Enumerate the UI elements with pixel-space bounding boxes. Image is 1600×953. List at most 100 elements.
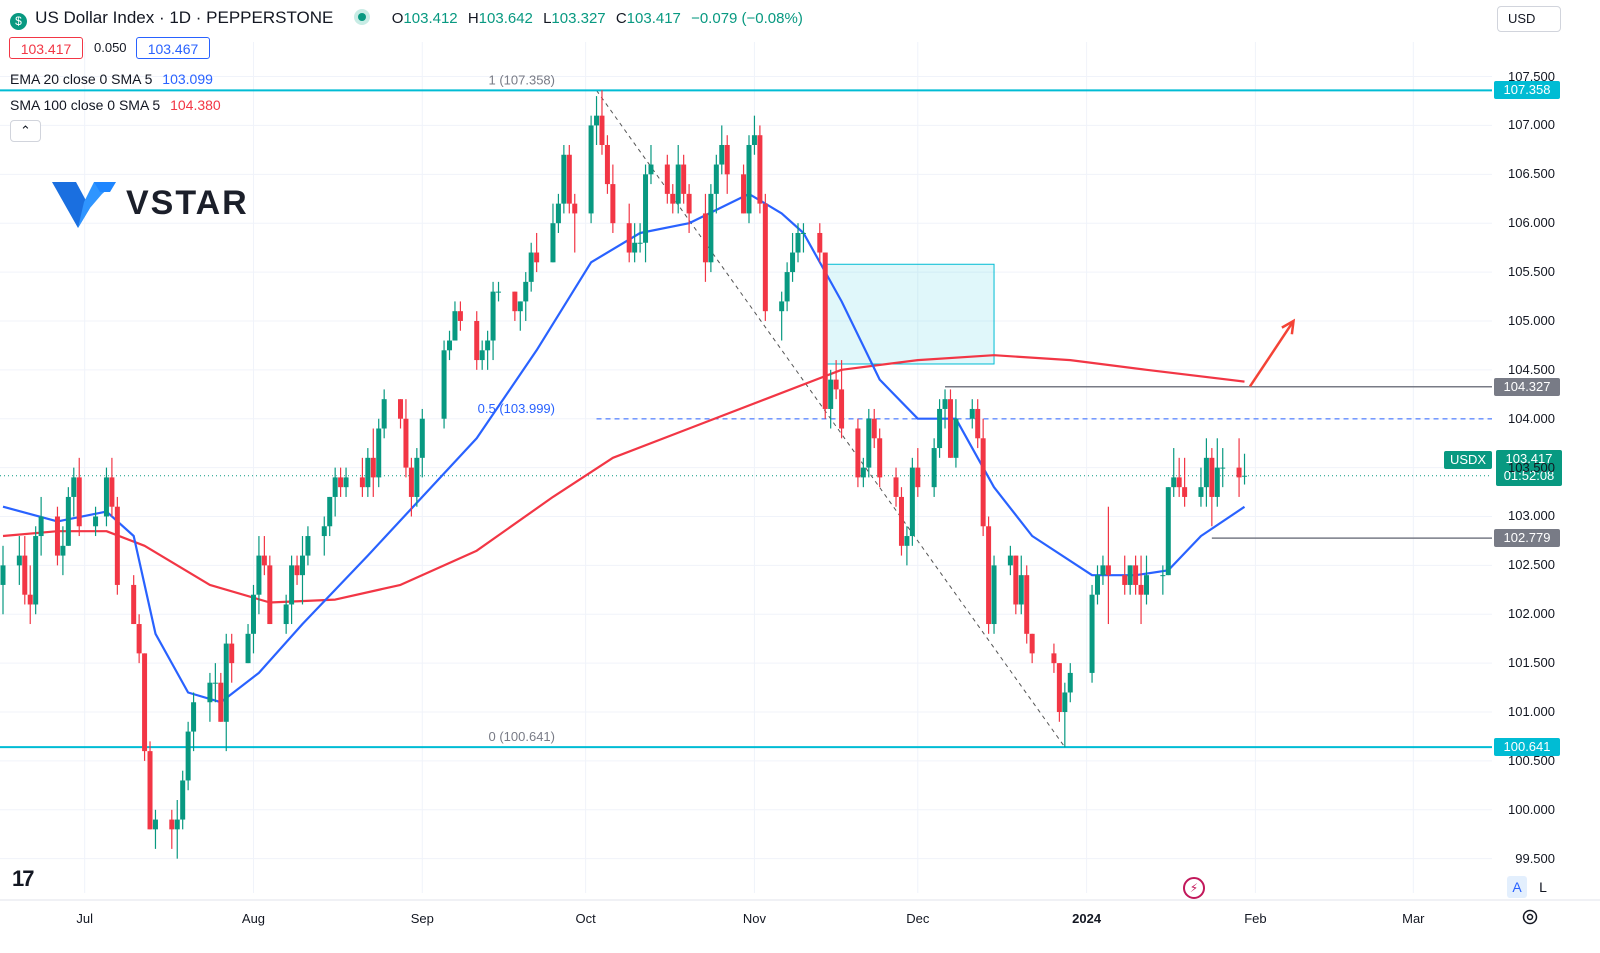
low-label: L: [543, 10, 552, 27]
high-value: 103.642: [478, 10, 533, 27]
price-axis-label: 102.000: [1508, 606, 1555, 622]
candle-body: [757, 135, 763, 204]
candle-body: [185, 731, 191, 781]
candle-body: [147, 751, 153, 830]
candle-body: [452, 311, 458, 341]
candle-body: [833, 379, 839, 390]
tradingview-logo: 17: [12, 866, 35, 891]
candle-body: [817, 232, 823, 253]
price-axis-label: 102.500: [1508, 557, 1555, 573]
candle-body: [485, 340, 491, 351]
candle-body: [65, 496, 71, 546]
low-value: 103.327: [551, 10, 606, 27]
close-label: C: [615, 10, 627, 27]
candle-body: [479, 350, 485, 361]
price-axis-label: 107.000: [1508, 117, 1555, 133]
candle-body: [54, 516, 60, 556]
time-axis-label: Mar: [1402, 911, 1425, 926]
candle-body: [474, 320, 480, 361]
auto-scale-button[interactable]: A: [1507, 876, 1527, 898]
candle-body: [604, 144, 610, 185]
candle-body: [1133, 565, 1139, 585]
time-axis-label: Jul: [76, 911, 93, 926]
time-axis-label: 2024: [1072, 911, 1102, 926]
candle-body: [643, 174, 649, 243]
candle-body: [207, 682, 213, 703]
candle-body: [414, 457, 420, 497]
candle-body: [893, 477, 899, 497]
sma-indicator-row[interactable]: SMA 100 close 0 SMA 5 104.380: [10, 97, 221, 113]
fib-label: 1 (107.358): [489, 72, 556, 87]
price-axis-label: 105.000: [1508, 312, 1555, 328]
settings-gear-icon[interactable]: [1520, 907, 1540, 927]
current-price-value: 103.417: [1505, 451, 1553, 466]
candle-body: [751, 135, 757, 145]
time-axis-label: Aug: [241, 911, 266, 926]
price-axis-label: 103.500: [1508, 459, 1555, 475]
price-level-tag: 102.779: [1494, 529, 1560, 548]
candle-body: [294, 565, 300, 576]
candle-body: [980, 438, 986, 527]
price-axis-label: 99.500: [1515, 850, 1555, 866]
price-axis-label: 106.500: [1508, 166, 1555, 182]
candle-body: [169, 819, 175, 830]
candle-body: [795, 232, 801, 253]
price-axis-label: 105.500: [1508, 264, 1555, 280]
candle-body: [496, 291, 502, 293]
candle-body: [250, 594, 256, 634]
candle-body: [38, 516, 44, 537]
candle-body: [370, 457, 376, 478]
candle-body: [174, 819, 180, 830]
candle-body: [588, 125, 594, 214]
candle-body: [550, 223, 556, 263]
candle-body: [719, 144, 725, 165]
flash-icon[interactable]: ⚡: [1183, 877, 1205, 899]
candle-body: [512, 291, 518, 312]
symbol-title[interactable]: US Dollar Index · 1D · PEPPERSTONE: [35, 8, 334, 27]
currency-icon: $: [10, 13, 27, 30]
candle-body: [877, 438, 883, 478]
candle-body: [561, 154, 567, 204]
candle-body: [534, 252, 540, 263]
current-symbol-tag: USDX: [1444, 451, 1492, 469]
candle-body: [0, 565, 6, 585]
candle-body: [953, 418, 959, 458]
arrow-head: [1281, 318, 1296, 335]
candle-body: [365, 457, 371, 488]
candle-body: [681, 164, 687, 194]
candle-body: [441, 350, 447, 419]
candle-body: [381, 399, 387, 429]
candle-body: [1013, 555, 1019, 605]
bullish-arrow: [1248, 320, 1295, 388]
candle-body: [610, 184, 616, 224]
candle-body: [828, 379, 834, 409]
currency-selector[interactable]: USD: [1497, 6, 1561, 32]
collapse-indicators-button[interactable]: ⌃: [10, 120, 41, 142]
candle-body: [1138, 584, 1144, 595]
price-level-tag: 107.358: [1494, 81, 1560, 100]
ema-indicator-row[interactable]: EMA 20 close 0 SMA 5 103.099: [10, 71, 213, 87]
candle-body: [419, 418, 425, 458]
candle-body: [746, 144, 752, 214]
candle-body: [60, 545, 66, 556]
candle-body: [1198, 487, 1204, 497]
sell-price-button[interactable]: 103.417: [9, 37, 83, 59]
candle-body: [517, 301, 523, 312]
candle-body: [1051, 653, 1057, 664]
candle-body: [724, 144, 730, 175]
candle-body: [398, 399, 404, 419]
candle-body: [131, 584, 137, 625]
current-price-tag: 103.417 01:52:08: [1496, 450, 1562, 486]
log-scale-button[interactable]: L: [1539, 879, 1547, 895]
candle-body: [800, 232, 806, 234]
candle-body: [332, 477, 338, 497]
candle-body: [1024, 575, 1030, 634]
price-axis-label: 106.000: [1508, 215, 1555, 231]
candle-body: [1056, 663, 1062, 713]
time-axis-label: Sep: [410, 911, 434, 926]
candle-body: [1236, 467, 1242, 478]
buy-price-button[interactable]: 103.467: [136, 37, 210, 59]
candle-body: [1018, 575, 1024, 605]
candle-body: [1094, 575, 1100, 595]
